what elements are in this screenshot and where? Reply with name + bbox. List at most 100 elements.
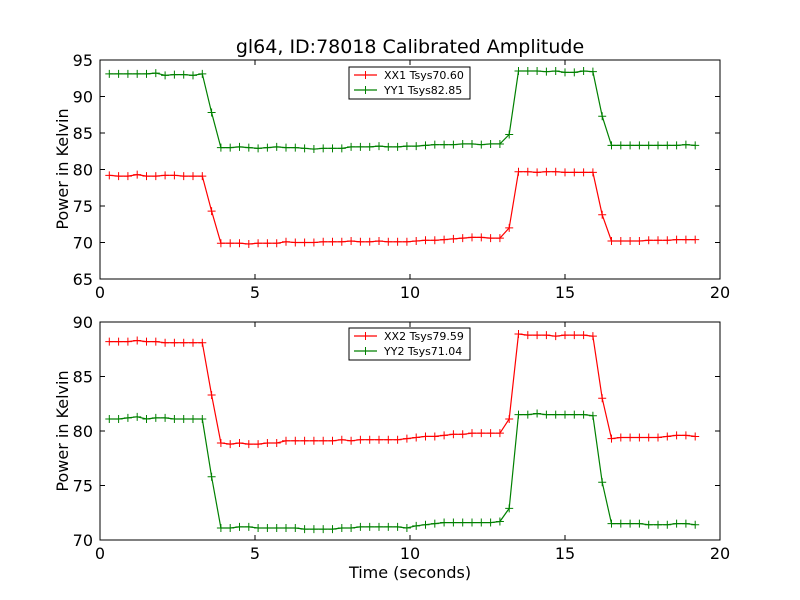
data-point-xx2 xyxy=(161,338,170,347)
data-point-xx1 xyxy=(598,210,607,219)
data-point-xx2 xyxy=(430,432,439,441)
data-point-yy1 xyxy=(365,142,374,151)
data-point-yy1 xyxy=(616,141,625,150)
data-point-xx1 xyxy=(170,171,179,180)
data-point-yy1 xyxy=(328,144,337,153)
data-point-yy1 xyxy=(291,143,300,152)
data-point-xx2 xyxy=(235,438,244,447)
data-point-yy1 xyxy=(561,68,569,77)
data-point-yy1 xyxy=(412,142,421,151)
data-point-xx2 xyxy=(644,433,653,442)
data-point-yy2 xyxy=(616,519,625,528)
data-point-yy2 xyxy=(505,504,514,513)
data-point-xx2 xyxy=(579,331,588,340)
data-point-yy1 xyxy=(635,141,644,150)
data-point-xx2 xyxy=(300,436,309,445)
data-point-xx2 xyxy=(635,433,644,442)
data-point-yy2 xyxy=(523,410,532,419)
data-point-yy2 xyxy=(235,522,244,531)
data-point-xx1 xyxy=(300,238,309,247)
data-point-xx1 xyxy=(505,223,514,232)
data-point-xx1 xyxy=(114,172,123,181)
data-point-yy1 xyxy=(272,142,281,151)
top-x-tick-label: 0 xyxy=(95,283,105,302)
data-point-yy2 xyxy=(133,412,142,421)
data-point-yy1 xyxy=(672,141,681,150)
bottom-x-tick-label: 5 xyxy=(250,544,260,563)
bottom-x-axis-label: Time (seconds) xyxy=(348,563,471,582)
data-point-yy2 xyxy=(216,524,225,533)
bottom-x-tick-label: 20 xyxy=(710,544,730,563)
top-series-lines xyxy=(105,66,700,248)
bottom-legend: XX2 Tsys79.59 YY2 Tsys71.04 xyxy=(348,327,471,361)
data-point-yy1 xyxy=(449,140,458,149)
top-y-axis-label: Power in Kelvin xyxy=(53,108,72,229)
data-point-xx1 xyxy=(207,207,216,216)
data-point-yy1 xyxy=(347,142,356,151)
data-point-xx1 xyxy=(282,237,290,246)
data-point-xx2 xyxy=(114,337,123,346)
data-point-xx1 xyxy=(347,237,356,246)
data-point-yy2 xyxy=(598,478,607,487)
data-point-xx2 xyxy=(654,433,662,442)
data-point-yy1 xyxy=(402,142,411,151)
data-point-yy1 xyxy=(263,143,272,152)
top-legend: XX1 Tsys70.60 YY1 Tsys82.85 xyxy=(348,66,471,100)
data-point-yy1 xyxy=(430,140,439,149)
data-point-yy2 xyxy=(309,525,318,534)
data-point-yy2 xyxy=(375,522,383,531)
top-y-tick-label: 70 xyxy=(73,234,93,253)
data-point-xx2 xyxy=(514,329,523,338)
data-point-yy1 xyxy=(226,143,235,152)
data-point-yy1 xyxy=(663,141,672,150)
data-point-yy1 xyxy=(300,144,309,153)
data-point-xx1 xyxy=(449,234,458,243)
data-point-yy1 xyxy=(551,66,560,75)
data-point-yy1 xyxy=(151,69,160,78)
data-point-xx1 xyxy=(254,239,263,248)
data-point-xx2 xyxy=(495,429,504,438)
data-point-xx2 xyxy=(681,431,690,440)
data-point-yy1 xyxy=(468,139,476,148)
data-point-xx1 xyxy=(551,167,560,176)
bottom-axis-ticks: 0 5 10 15 20 70 75 80 85 90 xyxy=(73,313,731,563)
data-point-yy2 xyxy=(663,520,672,529)
data-point-xx2 xyxy=(272,438,281,447)
data-point-yy1 xyxy=(123,69,132,78)
data-point-xx1 xyxy=(421,236,430,245)
data-point-xx2 xyxy=(142,337,151,346)
data-point-xx2 xyxy=(282,436,290,445)
data-point-yy1 xyxy=(477,140,486,149)
data-point-yy2 xyxy=(626,519,635,528)
bottom-y-tick-label: 70 xyxy=(73,531,93,550)
data-point-xx1 xyxy=(681,235,690,244)
data-point-xx1 xyxy=(142,172,151,181)
data-point-yy1 xyxy=(421,141,430,150)
data-point-xx2 xyxy=(449,430,458,439)
data-point-yy1 xyxy=(505,130,514,139)
data-point-yy1 xyxy=(598,112,607,121)
data-point-xx1 xyxy=(291,238,300,247)
data-point-xx1 xyxy=(588,168,597,177)
data-point-xx1 xyxy=(495,234,504,243)
data-point-xx1 xyxy=(133,170,142,179)
data-point-yy2 xyxy=(402,524,411,533)
data-point-yy1 xyxy=(533,66,542,75)
data-point-yy2 xyxy=(561,410,569,419)
bottom-y-tick-label: 85 xyxy=(73,368,93,387)
data-point-xx1 xyxy=(412,237,421,246)
data-point-yy1 xyxy=(189,71,197,80)
data-point-yy2 xyxy=(272,524,281,533)
data-point-yy1 xyxy=(486,139,495,148)
data-point-yy1 xyxy=(393,142,402,151)
data-point-yy2 xyxy=(356,522,365,531)
data-point-yy1 xyxy=(523,66,532,75)
data-point-xx1 xyxy=(402,237,411,246)
data-point-yy1 xyxy=(356,142,365,151)
data-point-yy2 xyxy=(263,524,272,533)
data-point-yy2 xyxy=(254,524,263,533)
data-point-xx1 xyxy=(365,237,374,246)
data-point-xx2 xyxy=(672,431,681,440)
data-point-xx2 xyxy=(347,436,356,445)
legend-label-xx2: XX2 Tsys79.59 xyxy=(384,330,464,343)
